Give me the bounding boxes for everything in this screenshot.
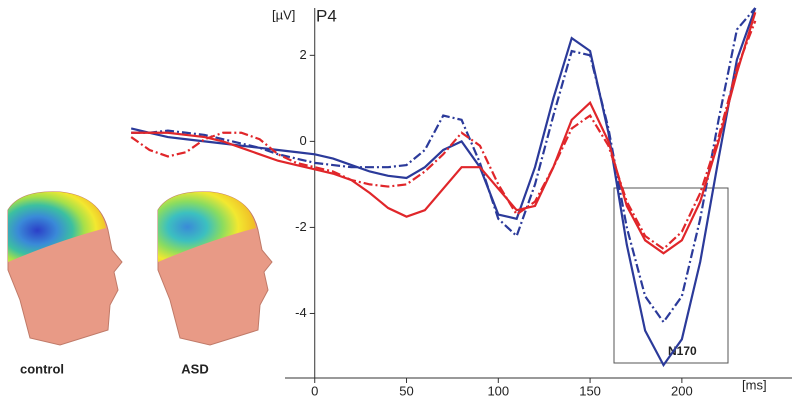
x-axis-label: [ms] [742, 377, 767, 392]
plot-area [130, 7, 757, 368]
chart-title: P4 [316, 6, 337, 25]
head-asd [157, 191, 273, 346]
y-tick-label: -4 [295, 305, 307, 320]
series-line [131, 7, 757, 324]
x-tick-label: 100 [487, 383, 509, 398]
annotation-box [613, 187, 729, 364]
series-line [130, 20, 757, 251]
series-line [131, 11, 757, 255]
y-tick-label: 0 [300, 133, 307, 148]
panel-label: ASD [181, 361, 208, 376]
head-control [7, 191, 123, 346]
panel-label: control [20, 361, 64, 376]
y-axis-label: [µV] [272, 7, 295, 22]
y-tick-label: 2 [300, 47, 307, 62]
x-tick-label: 200 [671, 383, 693, 398]
x-tick-label: 50 [399, 383, 413, 398]
y-tick-label: -2 [295, 219, 307, 234]
x-tick-label: 0 [311, 383, 318, 398]
x-tick-label: 150 [579, 383, 601, 398]
